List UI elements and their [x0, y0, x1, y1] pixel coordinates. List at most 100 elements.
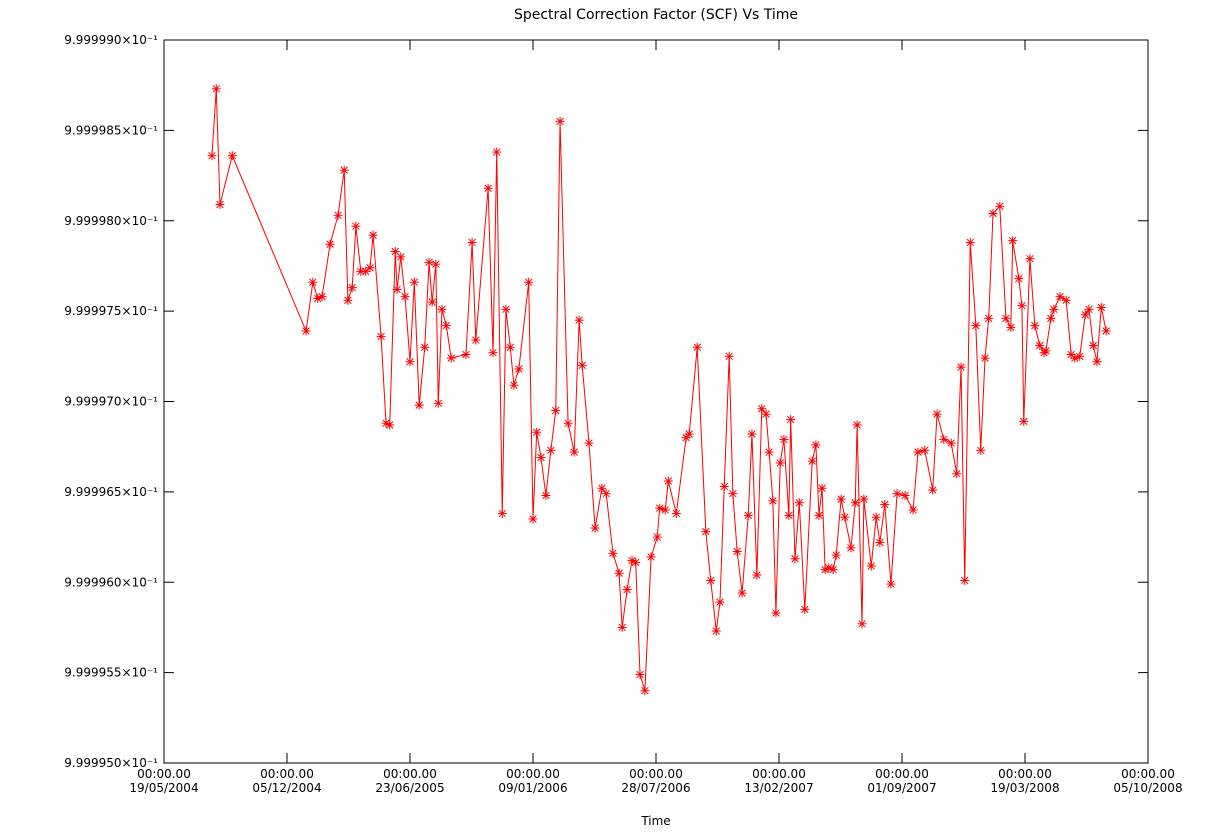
marker-stroke	[472, 336, 480, 344]
data-point	[1088, 340, 1098, 350]
x-tick-label: 00:00.00 19/05/2004	[129, 767, 199, 795]
data-point	[1019, 416, 1029, 426]
marker-stroke	[1036, 341, 1044, 350]
data-point	[501, 304, 511, 314]
data-point	[846, 543, 856, 553]
plot-frame	[163, 39, 1149, 764]
y-tick-label: 9.999970×10⁻¹	[64, 395, 158, 409]
data-point	[524, 277, 534, 287]
y-tick-label: 9.999960×10⁻¹	[64, 575, 158, 589]
marker-stroke	[552, 406, 560, 415]
marker-stroke	[832, 551, 840, 559]
marker-stroke	[228, 151, 236, 160]
marker-stroke	[867, 562, 875, 570]
data-point	[347, 283, 357, 293]
marker-stroke	[738, 589, 746, 597]
marker-stroke	[1089, 341, 1097, 350]
data-point	[392, 284, 402, 294]
x-tick-label: 00:00.00 13/02/2007	[744, 767, 814, 795]
marker-stroke	[1031, 321, 1039, 330]
data-point	[509, 380, 519, 390]
data-point	[446, 353, 456, 363]
data-point	[497, 509, 507, 519]
marker-stroke	[661, 506, 669, 514]
marker-stroke	[385, 421, 394, 429]
data-point	[779, 434, 789, 444]
marker-stroke	[887, 580, 895, 588]
data-point	[706, 575, 716, 585]
marker-stroke	[847, 544, 855, 552]
marker-stroke	[208, 151, 216, 160]
marker-stroke	[1062, 296, 1070, 305]
marker-stroke	[947, 439, 955, 447]
data-point	[886, 579, 896, 589]
marker-stroke	[795, 498, 804, 507]
data-point	[660, 505, 670, 515]
x-tick-label: 00:00.00 23/06/2005	[375, 767, 445, 795]
data-point	[551, 406, 561, 416]
marker-stroke	[672, 509, 681, 518]
data-point	[1008, 236, 1018, 246]
marker-stroke	[744, 511, 752, 520]
data-point	[343, 295, 353, 305]
data-point	[622, 584, 632, 594]
marker-stroke	[302, 327, 310, 335]
marker-stroke	[542, 491, 550, 500]
data-point	[1101, 326, 1111, 336]
data-point	[1001, 313, 1011, 323]
marker-stroke	[529, 515, 537, 523]
marker-stroke	[618, 623, 626, 632]
data-point	[640, 686, 650, 696]
marker-stroke	[655, 504, 664, 512]
marker-stroke	[909, 506, 917, 514]
data-point	[1080, 310, 1090, 320]
data-point	[414, 400, 424, 410]
data-point	[555, 116, 565, 126]
data-point	[859, 494, 869, 504]
marker-stroke	[309, 278, 317, 286]
marker-stroke	[609, 549, 617, 558]
marker-stroke	[498, 509, 506, 518]
data-point	[784, 510, 794, 520]
marker-stroke	[818, 484, 826, 492]
y-tick-label: 9.999980×10⁻¹	[64, 214, 158, 228]
marker-stroke	[1002, 314, 1010, 323]
data-point	[546, 445, 556, 455]
y-tick-label: 9.999950×10⁻¹	[64, 756, 158, 770]
data-point	[866, 561, 876, 571]
marker-stroke	[707, 576, 715, 585]
data-point	[471, 335, 481, 345]
data-point	[737, 588, 747, 598]
marker-stroke	[1050, 305, 1058, 314]
marker-stroke	[1047, 314, 1055, 323]
marker-stroke	[447, 354, 455, 362]
data-point	[488, 348, 498, 358]
y-tick-label: 9.999975×10⁻¹	[64, 304, 158, 318]
marker-stroke	[996, 202, 1004, 211]
marker-stroke	[532, 428, 541, 436]
data-point	[351, 221, 361, 231]
marker-stroke	[318, 292, 326, 301]
marker-stroke	[729, 489, 737, 498]
marker-stroke	[758, 405, 766, 413]
marker-stroke	[556, 117, 564, 126]
data-point	[980, 353, 990, 363]
x-tick-label: 00:00.00 05/10/2008	[1113, 767, 1183, 795]
marker-stroke	[506, 343, 514, 352]
marker-stroke	[989, 209, 997, 218]
data-point	[701, 527, 711, 537]
marker-stroke	[570, 448, 578, 456]
marker-stroke	[815, 511, 823, 520]
marker-stroke	[434, 399, 443, 408]
data-point	[761, 409, 771, 419]
marker-stroke	[976, 446, 985, 455]
marker-stroke	[929, 486, 937, 494]
data-point	[597, 483, 607, 493]
marker-stroke	[1020, 417, 1028, 426]
data-point	[946, 438, 956, 448]
data-point	[1049, 304, 1059, 314]
marker-stroke	[1081, 311, 1089, 319]
marker-stroke	[1085, 305, 1093, 314]
data-point	[988, 209, 998, 219]
data-point	[768, 496, 778, 506]
